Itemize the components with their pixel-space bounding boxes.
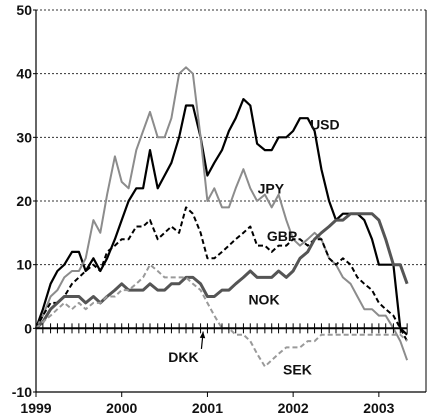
series-label-nok: NOK — [248, 292, 279, 308]
series-label-jpy: JPY — [258, 180, 285, 196]
y-tick-label: 40 — [16, 66, 32, 82]
series-line-gbp — [35, 206, 408, 342]
series-line-nok — [34, 212, 409, 330]
series-labels: USD JPY GBP NOK SEK DKK — [168, 117, 339, 378]
y-tick-label: 0 — [24, 320, 32, 336]
series-label-usd: USD — [310, 117, 340, 133]
y-tick-label: 30 — [16, 129, 32, 145]
y-tick-label: 20 — [16, 193, 32, 209]
y-tick-label: 50 — [16, 2, 32, 18]
series-label-gbp: GBP — [267, 228, 297, 244]
axes: -10 0 10 20 30 40 50 1999 2000 2001 2002 2003 — [12, 2, 427, 416]
x-tick-label: 2001 — [192, 400, 223, 416]
series-line-jpy — [35, 66, 409, 361]
series-line-usd — [34, 98, 408, 336]
x-tick-label: 1999 — [20, 400, 51, 416]
x-tick-label: 2000 — [106, 400, 137, 416]
series-label-dkk: DKK — [168, 349, 198, 365]
annotation-arrowhead — [199, 331, 206, 339]
series-lines — [34, 66, 409, 368]
x-tick-label: 2003 — [363, 400, 394, 416]
x-tick-label: 2002 — [278, 400, 309, 416]
y-tick-label: 10 — [16, 257, 32, 273]
y-tick-label: -10 — [12, 384, 32, 400]
series-label-sek: SEK — [283, 362, 312, 378]
series-line-sek — [35, 263, 408, 368]
